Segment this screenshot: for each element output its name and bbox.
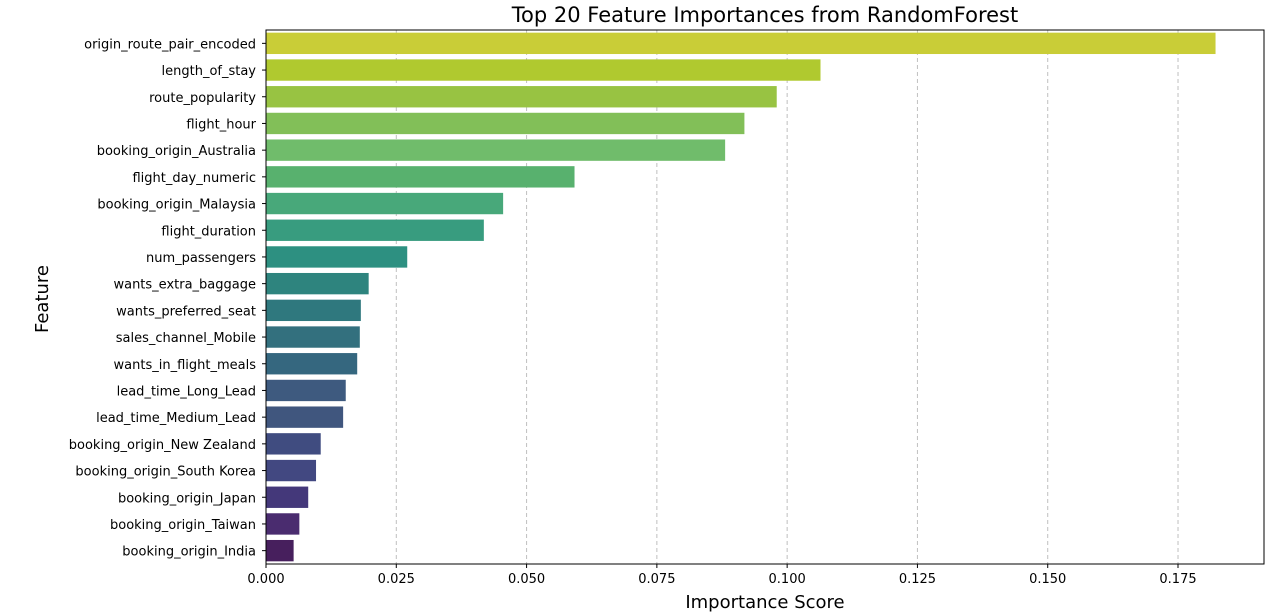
x-tick-label: 0.075 — [638, 572, 675, 587]
bar-booking-origin-japan — [266, 486, 309, 508]
bar-lead-time-long-lead — [266, 379, 346, 402]
y-tick-label: length_of_stay — [162, 64, 257, 79]
bar-series — [266, 32, 1216, 562]
y-tick-label: booking_origin_Malaysia — [97, 198, 256, 213]
y-tick-label: wants_extra_baggage — [113, 278, 256, 293]
bar-num-passengers — [266, 246, 408, 268]
x-tick-label: 0.100 — [769, 572, 806, 587]
y-tick-label: sales_channel_Mobile — [116, 331, 256, 346]
x-tick-label: 0.150 — [1029, 572, 1066, 587]
bar-flight-day-numeric — [266, 166, 575, 188]
bar-origin-route-pair-encoded — [266, 32, 1216, 55]
bar-sales-channel-mobile — [266, 326, 360, 348]
bar-booking-origin-india — [266, 539, 294, 562]
bar-booking-origin-south-korea — [266, 459, 317, 482]
y-axis-ticks: origin_route_pair_encoded length_of_stayr… — [69, 37, 266, 560]
x-axis-ticks: 0.000 0.025 0.050 0.075 0.100 0.125 0.150 0.175 — [247, 564, 1197, 587]
bar-booking-origin-australia — [266, 139, 726, 161]
bar-lead-time-medium-lead — [266, 406, 344, 428]
y-axis-label: Feature — [32, 265, 53, 333]
y-tick-label: wants_in_flight_meals — [114, 358, 257, 373]
x-tick-label: 0.025 — [378, 572, 415, 587]
bar-flight-duration — [266, 219, 484, 241]
y-tick-label: booking_origin_South Korea — [75, 465, 256, 480]
bar-wants-preferred-seat — [266, 299, 361, 322]
x-tick-label: 0.175 — [1159, 572, 1196, 587]
y-tick-label: num_passengers — [146, 251, 256, 266]
y-tick-label: booking_origin_India — [122, 545, 256, 560]
bar-flight-hour — [266, 112, 745, 135]
bar-wants-extra-baggage — [266, 272, 369, 295]
y-tick-label: booking_origin_New Zealand — [69, 438, 256, 453]
y-tick-label: lead_time_Medium_Lead — [96, 411, 256, 426]
bar-booking-origin-malaysia — [266, 192, 504, 215]
y-tick-label: booking_origin_Australia — [97, 144, 256, 159]
x-tick-label: 0.000 — [247, 572, 284, 587]
chart-title: Top 20 Feature Importances from RandomFo… — [511, 3, 1018, 27]
x-gridlines — [395, 30, 1179, 564]
bar-length-of-stay — [266, 59, 821, 81]
x-axis-label: Importance Score — [685, 592, 844, 612]
y-tick-label: lead_time_Long_Lead — [117, 384, 256, 399]
y-tick-label: route_popularity — [149, 91, 256, 106]
x-tick-label: 0.125 — [899, 572, 936, 587]
y-tick-label: booking_origin_Japan — [118, 491, 256, 506]
y-tick-label: wants_preferred_seat — [116, 304, 256, 319]
x-tick-label: 0.050 — [508, 572, 545, 587]
bar-booking-origin-new-zealand — [266, 433, 321, 455]
bar-route-popularity — [266, 86, 777, 108]
bar-booking-origin-taiwan — [266, 513, 300, 535]
y-tick-label: flight_duration — [161, 224, 256, 239]
y-tick-label: origin_route_pair_encoded — [84, 37, 256, 52]
y-tick-label: booking_origin_Taiwan — [110, 518, 256, 533]
plot-frame — [265, 29, 1265, 565]
y-tick-label: flight_hour — [186, 117, 256, 132]
bar-wants-in-flight-meals — [266, 353, 358, 375]
y-tick-label: flight_day_numeric — [132, 171, 256, 186]
